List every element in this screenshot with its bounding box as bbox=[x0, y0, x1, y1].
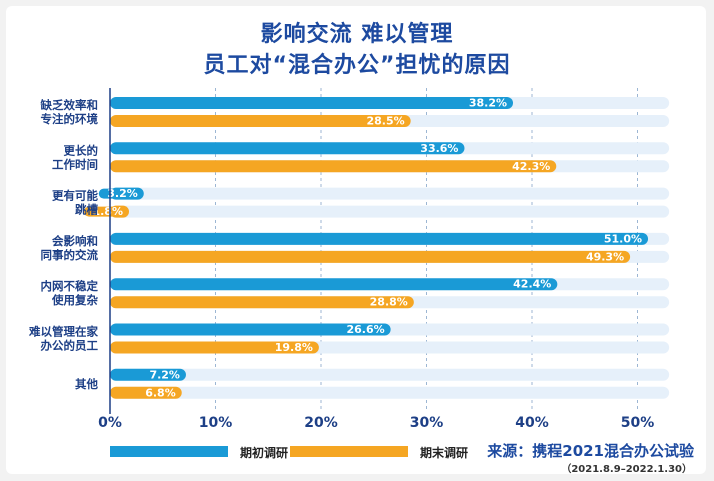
category-label: 更有可能 bbox=[52, 189, 98, 203]
category-label: 办公的员工 bbox=[41, 339, 99, 353]
bar-1-6 bbox=[110, 323, 391, 336]
x-tick-label: 50% bbox=[621, 415, 655, 431]
category-label: 同事的交流 bbox=[41, 248, 99, 262]
data-label-bg bbox=[273, 342, 316, 353]
data-label: 1.8% bbox=[92, 205, 123, 218]
legend-label-series-1: 期初调研 bbox=[240, 446, 289, 460]
data-label: 3.2% bbox=[107, 187, 138, 200]
x-tick-label: 20% bbox=[304, 415, 338, 431]
data-label-bg bbox=[512, 279, 555, 290]
data-label: 49.3% bbox=[586, 250, 624, 263]
data-label-bg bbox=[585, 251, 628, 262]
bar-1-5 bbox=[110, 278, 558, 291]
data-label: 26.6% bbox=[346, 323, 384, 336]
x-tick-label: 30% bbox=[410, 415, 444, 431]
bar-1-4 bbox=[110, 232, 649, 245]
x-tick-label: 40% bbox=[515, 415, 549, 431]
legend-swatch-series-1 bbox=[110, 446, 228, 457]
bar-track bbox=[110, 187, 670, 200]
data-label: 42.4% bbox=[513, 278, 551, 291]
category-label: 其他 bbox=[75, 377, 98, 391]
data-label-bg bbox=[368, 297, 411, 308]
chart-title-line-2: 员工对“混合办公”担忧的原因 bbox=[203, 53, 511, 78]
category-label: 内网不稳定 bbox=[41, 279, 99, 293]
category-label: 会影响和 bbox=[51, 234, 98, 248]
category-label: 使用复杂 bbox=[51, 293, 98, 307]
bar-2-6 bbox=[110, 341, 319, 354]
category-label: 难以管理在家 bbox=[28, 325, 98, 339]
legend-label-series-2: 期末调研 bbox=[420, 446, 469, 460]
legend-swatch-series-2 bbox=[290, 446, 408, 457]
data-label-bg bbox=[511, 161, 554, 172]
data-label-bg bbox=[345, 324, 388, 335]
bar-2-2 bbox=[110, 160, 557, 173]
category-label: 专注的环境 bbox=[41, 112, 99, 126]
bar-2-4 bbox=[110, 250, 631, 263]
data-label-bg bbox=[365, 116, 408, 126]
data-label-bg bbox=[140, 369, 183, 380]
data-label: 28.8% bbox=[370, 296, 408, 309]
category-label: 更长的 bbox=[64, 143, 99, 157]
bar-1-1 bbox=[110, 97, 514, 109]
bar-2-5 bbox=[110, 296, 414, 309]
source-date-range: （2021.8.9–2022.1.30） bbox=[561, 464, 692, 475]
bar-track bbox=[110, 368, 670, 381]
data-label: 28.5% bbox=[367, 115, 405, 128]
chart-title-line-1: 影响交流 难以管理 bbox=[260, 22, 454, 47]
data-label: 38.2% bbox=[469, 97, 507, 110]
category-label: 工作时间 bbox=[52, 157, 98, 171]
bar-2-1 bbox=[110, 115, 411, 127]
data-label: 19.8% bbox=[275, 341, 313, 354]
bar-track bbox=[110, 386, 670, 399]
category-label: 缺乏效率和 bbox=[40, 98, 99, 112]
x-tick-label: 10% bbox=[199, 415, 233, 431]
bar-track bbox=[110, 205, 670, 218]
x-tick-label: 0% bbox=[98, 415, 122, 431]
data-label-bg bbox=[83, 206, 126, 217]
bar-1-2 bbox=[110, 142, 465, 155]
source-note: 来源：携程2021混合办公试验 bbox=[487, 442, 694, 460]
category-label: 跳槽 bbox=[75, 203, 98, 217]
data-label-bg bbox=[136, 387, 179, 398]
data-label: 6.8% bbox=[145, 386, 176, 399]
data-label-bg bbox=[603, 233, 646, 244]
data-label-bg bbox=[419, 143, 462, 154]
data-label-bg bbox=[468, 98, 511, 108]
data-label: 7.2% bbox=[149, 368, 180, 381]
data-label: 42.3% bbox=[512, 160, 550, 173]
data-label: 51.0% bbox=[604, 232, 642, 245]
data-label: 33.6% bbox=[420, 142, 458, 155]
